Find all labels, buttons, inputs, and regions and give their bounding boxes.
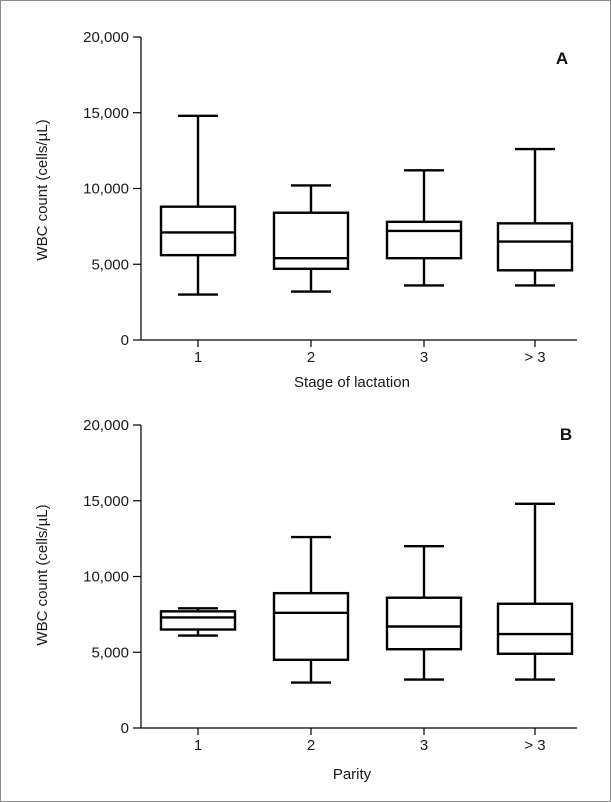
x-axis-title: Parity xyxy=(333,766,372,783)
panel-label: B xyxy=(560,425,572,444)
box-plot-1 xyxy=(159,114,237,296)
x-tick-label: 1 xyxy=(194,737,202,754)
x-tick-label: 3 xyxy=(420,737,428,754)
box-plot-3 xyxy=(385,169,463,287)
iqr-box xyxy=(272,591,350,662)
x-tick-label: > 3 xyxy=(524,737,545,754)
x-tick-label: 1 xyxy=(194,349,202,366)
y-axis-title: WBC count (cells/µL) xyxy=(34,504,51,645)
y-tick-label: 10,000 xyxy=(83,181,129,198)
panel-a: A WBC count (cells/µL) Stage of lactatio… xyxy=(34,29,577,391)
y-tick-label: 0 xyxy=(121,332,129,349)
x-tick-label: > 3 xyxy=(524,349,545,366)
box-plot-4 xyxy=(496,147,574,287)
box-plot-2 xyxy=(272,184,350,293)
iqr-box xyxy=(496,222,574,272)
y-tick-label: 5,000 xyxy=(91,256,129,273)
iqr-box xyxy=(159,205,237,257)
x-tick-label: 3 xyxy=(420,349,428,366)
iqr-box xyxy=(385,596,463,651)
y-tick-label: 20,000 xyxy=(83,29,129,46)
y-tick-label: 15,000 xyxy=(83,493,129,510)
y-tick-label: 15,000 xyxy=(83,105,129,122)
iqr-box xyxy=(385,220,463,260)
box-plot-3 xyxy=(385,545,463,681)
x-axis-title: Stage of lactation xyxy=(294,374,410,391)
iqr-box xyxy=(159,610,237,631)
y-tick-label: 0 xyxy=(121,720,129,737)
y-tick-label: 5,000 xyxy=(91,644,129,661)
panel-b: B WBC count (cells/µL) Parity 0 5,000 10,0… xyxy=(34,417,577,783)
box-plot-4 xyxy=(496,502,574,681)
iqr-box xyxy=(496,602,574,655)
x-tick-label: 2 xyxy=(307,349,315,366)
x-tick-label: 2 xyxy=(307,737,315,754)
y-axis-title: WBC count (cells/µL) xyxy=(34,119,51,260)
box-plot-2 xyxy=(272,535,350,684)
iqr-box xyxy=(272,211,350,270)
y-tick-label: 20,000 xyxy=(83,417,129,434)
panel-label: A xyxy=(556,49,568,68)
y-tick-label: 10,000 xyxy=(83,569,129,586)
box-plot-1 xyxy=(159,607,237,637)
